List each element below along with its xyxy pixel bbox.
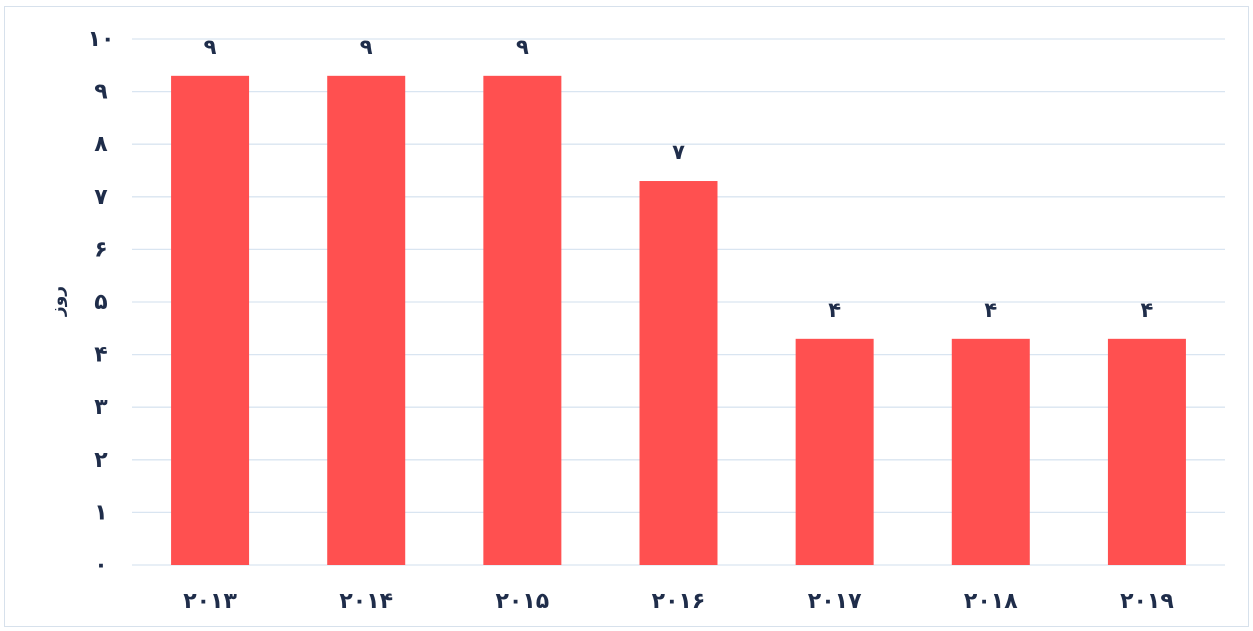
- x-tick-label: ۲۰۱۷: [808, 589, 862, 614]
- bar: [795, 338, 874, 565]
- y-tick-label: ۲: [94, 448, 108, 473]
- data-labels: ۹ ۹ ۹ ۷ ۴ ۴ ۴: [204, 35, 1154, 322]
- bar: [327, 75, 406, 565]
- y-tick-labels: ۰ ۱ ۲ ۳ ۴ ۵ ۶ ۷ ۸ ۹ ۱۰: [88, 27, 115, 578]
- x-tick-label: ۲۰۱۴: [339, 589, 393, 614]
- bars: [171, 75, 1186, 565]
- y-tick-label: ۵: [94, 290, 107, 315]
- bar: [951, 338, 1030, 565]
- bar-value-label: ۹: [204, 35, 217, 59]
- bar-value-label: ۴: [1141, 298, 1154, 322]
- y-tick-label: ۱۰: [88, 27, 115, 52]
- x-tick-label: ۲۰۱۵: [495, 589, 549, 614]
- bar-value-label: ۴: [984, 298, 997, 322]
- grid-lines: [132, 38, 1225, 566]
- y-tick-label: ۹: [94, 80, 107, 105]
- y-tick-label: ۰: [94, 553, 107, 578]
- y-tick-label: ۸: [94, 132, 108, 157]
- bar-value-label: ۹: [360, 35, 373, 59]
- y-axis-title: روز: [48, 286, 68, 317]
- y-tick-label: ۷: [94, 185, 108, 210]
- bar: [483, 75, 562, 565]
- x-tick-labels: ۲۰۱۳ ۲۰۱۴ ۲۰۱۵ ۲۰۱۶ ۲۰۱۷ ۲۰۱۸ ۲۰۱۹: [183, 589, 1174, 614]
- x-tick-label: ۲۰۱۶: [652, 589, 706, 614]
- y-tick-label: ۴: [94, 343, 107, 368]
- bar-value-label: ۷: [672, 140, 685, 164]
- y-tick-label: ۱: [94, 500, 107, 525]
- x-tick-label: ۲۰۱۸: [964, 589, 1018, 614]
- x-tick-label: ۲۰۱۳: [183, 589, 237, 614]
- bar-value-label: ۹: [516, 35, 529, 59]
- bar-value-label: ۴: [828, 298, 841, 322]
- y-tick-label: ۶: [94, 237, 107, 262]
- bar: [171, 75, 250, 565]
- y-tick-label: ۳: [94, 395, 108, 420]
- x-tick-label: ۲۰۱۹: [1120, 589, 1174, 614]
- bar: [639, 181, 718, 565]
- bar: [1107, 338, 1186, 565]
